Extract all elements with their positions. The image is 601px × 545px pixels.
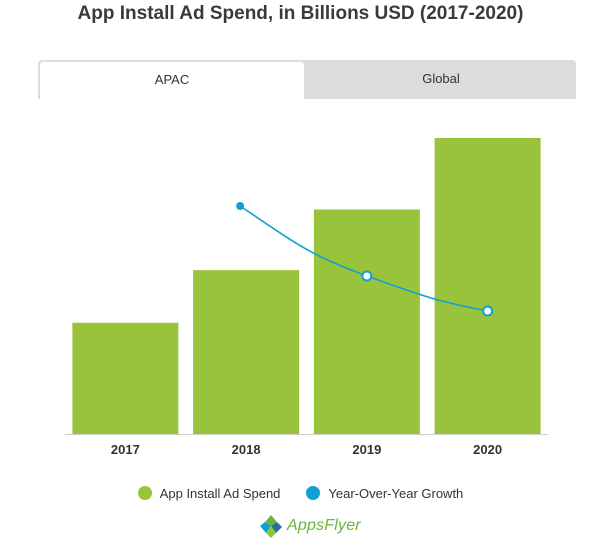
legend-label-growth: Year-Over-Year Growth — [328, 485, 464, 501]
growth-point-2020 — [482, 305, 494, 317]
legend-item-growth[interactable]: Year-Over-Year Growth — [306, 486, 463, 501]
chart-legend: App Install Ad Spend Year-Over-Year Grow… — [0, 483, 601, 503]
region-tabs: APAC Global — [38, 60, 576, 99]
legend-label-spend: App Install Ad Spend — [159, 485, 281, 501]
x-tick-label-2018: 2018 — [232, 442, 261, 457]
bar-2017 — [72, 322, 179, 434]
x-tick-label-2020: 2020 — [473, 442, 502, 457]
chart-area: 2017 2018 2019 2020 — [65, 137, 548, 457]
bar-2018 — [193, 270, 300, 434]
chart-title: App Install Ad Spend, in Billions USD (2… — [77, 3, 524, 24]
appsflyer-logo-icon — [260, 515, 282, 538]
x-tick-label-2019: 2019 — [352, 442, 381, 457]
x-tick-label-2017: 2017 — [111, 442, 140, 457]
growth-point-2018 — [236, 202, 245, 210]
tab-global[interactable]: Global — [422, 71, 460, 86]
tab-apac[interactable]: APAC — [40, 62, 304, 99]
legend-item-spend[interactable]: App Install Ad Spend — [137, 485, 281, 501]
bar-2019 — [313, 209, 420, 434]
appsflyer-logo: AppsFlyer — [258, 512, 361, 540]
appsflyer-logo-text: AppsFlyer — [287, 517, 361, 534]
legend-swatch-spend — [137, 486, 152, 500]
legend-swatch-growth — [306, 486, 321, 500]
bar-2020 — [434, 137, 541, 434]
growth-point-2019 — [361, 270, 373, 282]
